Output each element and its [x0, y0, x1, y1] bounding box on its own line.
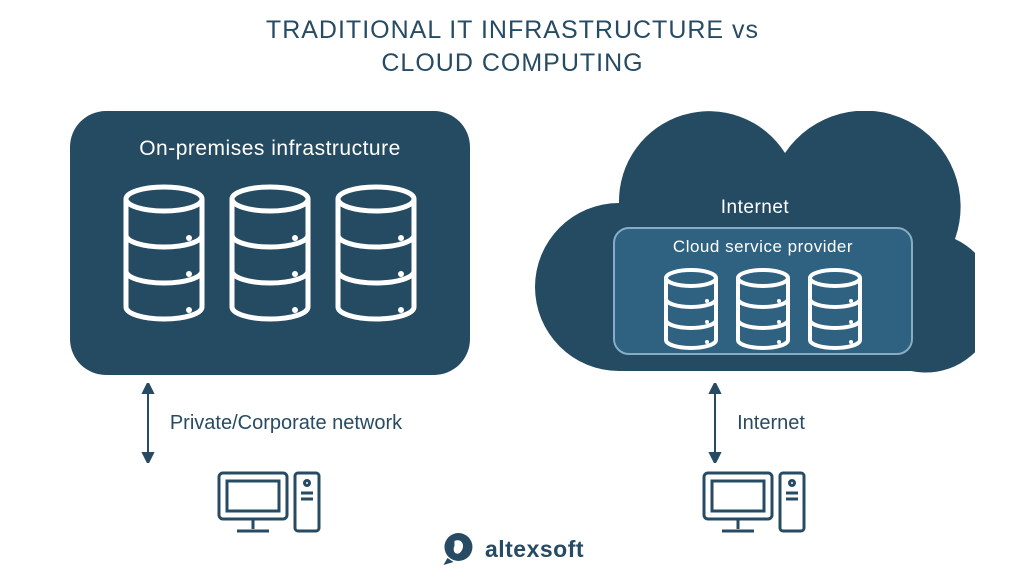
database-icon [660, 267, 722, 351]
left-column: On-premises infrastructure [40, 111, 500, 539]
left-connection-label: Private/Corporate network [170, 412, 402, 435]
brand-name: altexsoft [485, 536, 584, 563]
database-icon [732, 267, 794, 351]
double-arrow-icon [138, 383, 158, 463]
title-line-1: TRADITIONAL IT INFRASTRUCTURE vs [0, 14, 1025, 47]
page-title: TRADITIONAL IT INFRASTRUCTURE vs CLOUD C… [0, 0, 1025, 79]
database-icon [119, 183, 209, 323]
database-icon [331, 183, 421, 323]
left-arrow-block: Private/Corporate network [138, 383, 402, 463]
right-arrow-block: Internet [705, 383, 805, 463]
right-connection-label: Internet [737, 412, 805, 435]
double-arrow-icon [705, 383, 725, 463]
onprem-box: On-premises infrastructure [70, 111, 470, 375]
onprem-db-row [119, 183, 421, 323]
csp-label: Cloud service provider [673, 237, 853, 257]
database-icon [225, 183, 315, 323]
computer-icon [700, 469, 810, 539]
cloud-shape: Internet Cloud service provider [535, 111, 975, 375]
computer-icon [215, 469, 325, 539]
brand-logo: altexsoft [441, 532, 584, 566]
brand-mark-icon [441, 532, 475, 566]
cloud-internet-label: Internet [535, 197, 975, 219]
csp-db-row [660, 267, 866, 351]
onprem-label: On-premises infrastructure [139, 137, 401, 161]
right-column: Internet Cloud service provider [525, 111, 985, 539]
title-line-2: CLOUD COMPUTING [0, 47, 1025, 80]
diagram-content: On-premises infrastructure [0, 79, 1025, 539]
csp-box: Cloud service provider [613, 227, 913, 355]
database-icon [804, 267, 866, 351]
